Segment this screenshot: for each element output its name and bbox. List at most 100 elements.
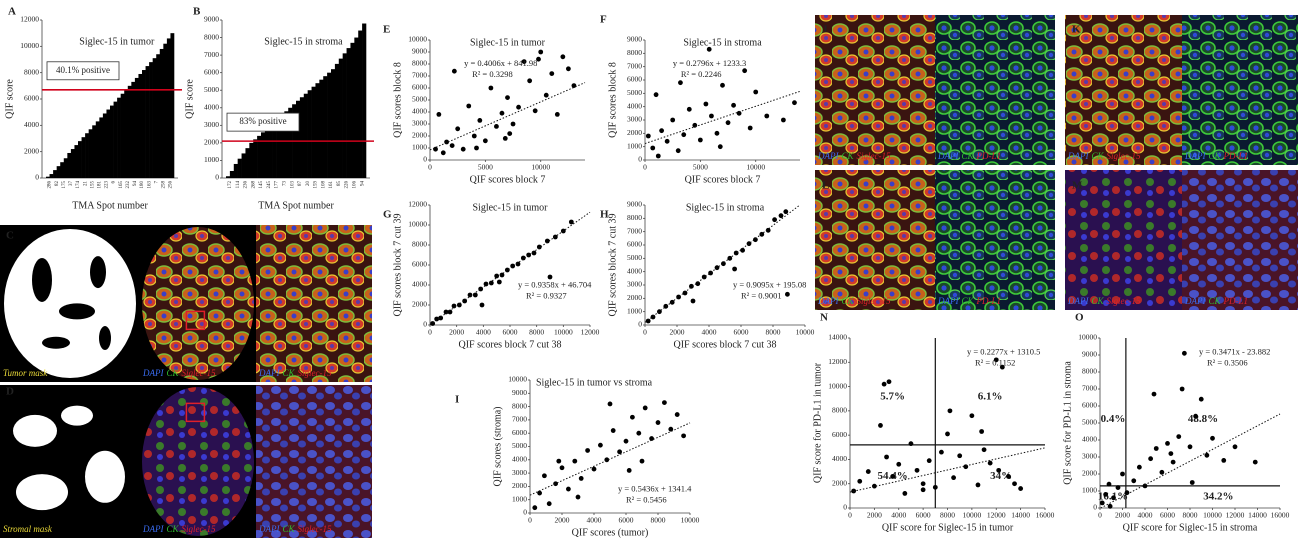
point xyxy=(732,266,737,272)
y-tick-label: 6000 xyxy=(204,67,219,76)
point xyxy=(532,505,538,511)
point xyxy=(674,412,680,417)
y-tick-label: 1000 xyxy=(627,306,642,315)
x-tick-label: 6000 xyxy=(916,511,931,520)
y-tick-label: 4000 xyxy=(24,120,39,129)
caption-word: PD-L1 xyxy=(1223,151,1249,161)
y-tick-label: 1000 xyxy=(627,141,642,150)
caption-word: DAPI xyxy=(142,524,164,534)
x-tick-label: 10000 xyxy=(554,328,573,337)
bar xyxy=(233,163,238,178)
y-tick-label: 0 xyxy=(423,155,427,164)
x-axis-label: QIF scores block 7 xyxy=(470,174,546,185)
point xyxy=(565,66,571,72)
y-tick-label: 7000 xyxy=(1082,384,1097,393)
fluorescence-image xyxy=(1065,15,1182,165)
x-tick-label: 0 xyxy=(848,511,852,520)
y-tick-label: 5000 xyxy=(512,441,527,450)
y-tick-label: 2000 xyxy=(412,131,427,140)
x-tick-label: 236 xyxy=(244,181,249,189)
x-axis-label: QIF scores block 7 cut 38 xyxy=(458,339,561,350)
x-tick-label: 175 xyxy=(62,181,67,189)
point xyxy=(1181,350,1187,356)
fluorescence-image xyxy=(1065,170,1182,310)
point xyxy=(1107,503,1113,509)
y-tick-label: 9000 xyxy=(412,47,427,56)
x-tick-label: 2000 xyxy=(867,511,882,520)
bar xyxy=(296,100,301,178)
point xyxy=(1131,478,1137,484)
x-tick-label: 223 xyxy=(105,181,110,189)
point xyxy=(914,467,920,473)
point xyxy=(433,146,438,152)
point xyxy=(1103,492,1109,497)
point xyxy=(496,279,502,285)
caption-word: PD-L1 xyxy=(976,151,1002,161)
point xyxy=(742,68,748,74)
y-tick-label: 6000 xyxy=(1082,401,1097,410)
annotation: 40.1% positive xyxy=(56,65,110,75)
point xyxy=(585,448,590,453)
mask-region xyxy=(16,474,68,511)
bar xyxy=(46,176,50,178)
point xyxy=(695,281,701,287)
point xyxy=(543,92,549,98)
point xyxy=(531,250,537,256)
bar xyxy=(131,81,136,178)
chart-title: Siglec-15 in tumor xyxy=(470,37,546,48)
y-axis-label: QIF score for PD-L1 in stroma xyxy=(1062,361,1073,485)
point xyxy=(708,270,713,276)
point xyxy=(1120,471,1125,477)
point xyxy=(947,408,953,414)
x-tick-label: 12000 xyxy=(1226,511,1245,520)
x-tick-label: 8000 xyxy=(651,516,666,525)
point xyxy=(920,481,926,487)
y-tick-label: 8000 xyxy=(24,67,39,76)
x-tick-label: 6000 xyxy=(1160,511,1175,520)
r-squared: R² = 0.3506 xyxy=(1207,357,1248,367)
point xyxy=(479,302,485,308)
x-tick-label: 12000 xyxy=(987,511,1006,520)
point xyxy=(926,458,932,464)
y-tick-label: 7000 xyxy=(204,50,219,59)
y-tick-label: 6000 xyxy=(512,428,527,437)
x-tick-label: 37 xyxy=(69,181,74,187)
bar xyxy=(117,97,121,178)
point xyxy=(568,219,574,225)
y-tick-label: 4000 xyxy=(832,454,847,463)
y-tick-label: 8000 xyxy=(412,59,427,68)
y-tick-label: 6000 xyxy=(24,94,39,103)
zoom-box xyxy=(185,402,206,423)
y-tick-label: 2000 xyxy=(627,293,642,302)
point xyxy=(505,95,510,100)
point xyxy=(780,117,786,123)
y-tick-label: 12000 xyxy=(20,15,39,24)
point xyxy=(538,49,544,55)
image-caption: DAPI CK Siglec-15 xyxy=(1067,151,1141,161)
y-tick-label: 4000 xyxy=(412,280,427,289)
y-tick-label: 8000 xyxy=(627,213,642,222)
caption-word: DAPI xyxy=(258,368,280,378)
point xyxy=(896,461,902,467)
point xyxy=(1136,464,1142,470)
caption-word: DAPI xyxy=(817,296,839,306)
point xyxy=(979,429,985,434)
point xyxy=(1168,451,1174,456)
bar xyxy=(253,139,258,178)
point xyxy=(1198,396,1204,402)
bar xyxy=(159,48,164,178)
panel-letter: A xyxy=(8,6,16,18)
point xyxy=(571,83,577,88)
y-tick-label: 10000 xyxy=(508,375,527,384)
point xyxy=(471,133,477,139)
point xyxy=(617,449,622,455)
x-tick-label: 245 xyxy=(267,181,272,189)
point xyxy=(566,486,571,492)
x-tick-label: 159 xyxy=(314,181,319,189)
x-tick-label: 4000 xyxy=(476,328,491,337)
fluorescence-image xyxy=(256,385,372,538)
point xyxy=(502,136,508,141)
point xyxy=(610,428,616,433)
bar xyxy=(60,162,65,178)
y-tick-label: 1000 xyxy=(412,143,427,152)
